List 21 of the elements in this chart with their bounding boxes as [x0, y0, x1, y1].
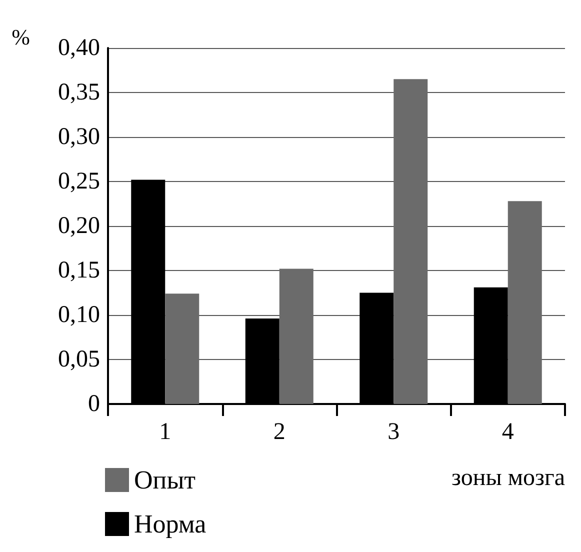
y-tick-label: 0,05	[58, 346, 100, 372]
x-tick-label: 1	[159, 419, 172, 445]
y-tick-label: 0,35	[58, 80, 100, 106]
bar	[279, 268, 314, 404]
y-tick-label: 0,25	[58, 168, 100, 194]
y-tick-label: 0,20	[58, 213, 100, 239]
legend-label: Опыт	[134, 466, 196, 494]
bar	[508, 201, 542, 404]
x-tick-label: 2	[273, 419, 286, 445]
y-tick-label: 0,30	[58, 124, 100, 150]
y-axis-title: %	[12, 24, 30, 50]
bar	[165, 294, 200, 404]
y-tick-label: 0,10	[58, 302, 100, 328]
x-axis-title: зоны мозга	[452, 465, 566, 491]
legend-label: Норма	[134, 510, 207, 538]
y-tick-label: 0,40	[58, 35, 100, 61]
y-tick-label: 0	[88, 391, 100, 417]
x-tick-label: 4	[502, 419, 514, 445]
bar	[394, 79, 428, 404]
x-tick-label: 3	[388, 419, 400, 445]
y-tick-label: 0,15	[58, 258, 100, 284]
